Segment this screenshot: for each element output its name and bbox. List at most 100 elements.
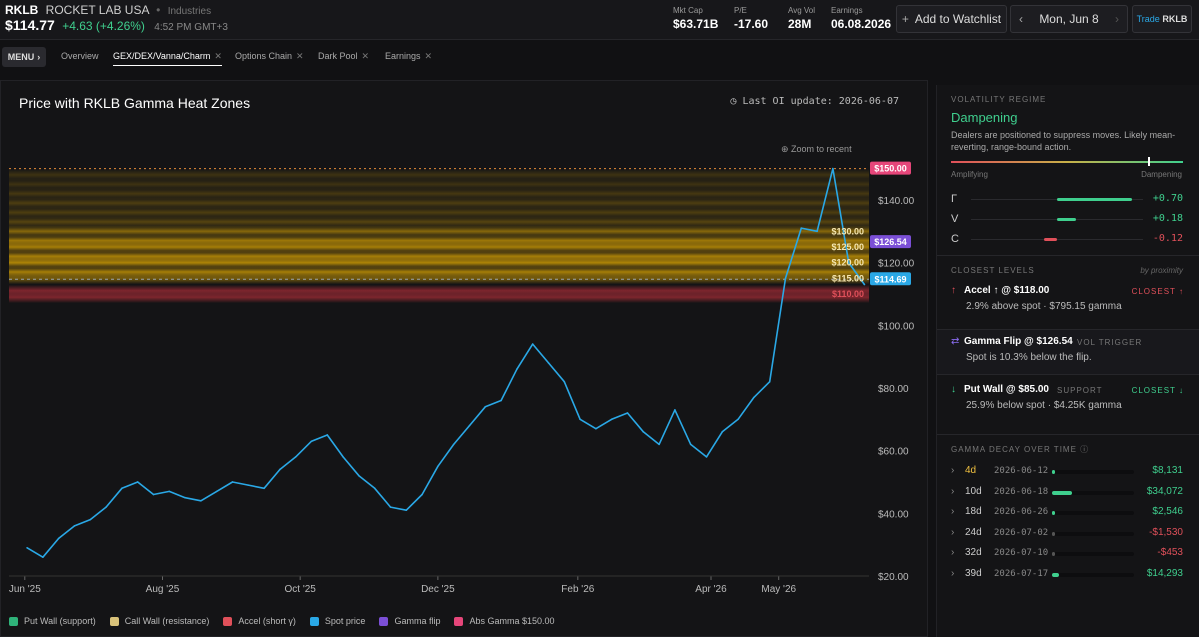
legend-label: Accel (short γ) <box>238 616 296 626</box>
spot-price-point <box>721 431 724 433</box>
decay-track <box>1052 511 1134 515</box>
x-tick-label: Apr '26 <box>695 584 727 595</box>
level-tag-closest: CLOSEST ↓ <box>1131 386 1184 395</box>
close-icon[interactable]: ✕ <box>424 51 433 61</box>
info-icon[interactable]: ⓘ <box>1080 445 1090 454</box>
level-badge <box>870 272 911 286</box>
spot-price-point <box>57 537 60 540</box>
level-label: $120.00 <box>831 258 864 268</box>
decay-value: -$1,530 <box>1149 526 1183 538</box>
decay-days: 4d <box>965 465 977 476</box>
greek-value: -0.12 <box>1152 233 1183 244</box>
level-badge-text: $126.54 <box>874 237 907 247</box>
decay-row[interactable]: › 39d 2026-07-17 $14,293 <box>951 568 1183 582</box>
legend-item[interactable]: Spot price <box>309 616 365 626</box>
gamma-heat-band <box>9 188 869 200</box>
stat-avg-vol: Avg Vol 28M <box>788 6 815 31</box>
spot-price-point <box>168 490 171 493</box>
regime-gauge <box>951 161 1183 163</box>
legend-item[interactable]: Gamma flip <box>379 616 440 626</box>
gamma-chart[interactable]: ⊕ Zoom to recent $130.00 $125.00 $120.00 $11… <box>1 131 927 601</box>
zoom-to-recent-button[interactable]: ⊕ Zoom to recent <box>781 144 852 154</box>
spot-price-point <box>373 487 376 490</box>
level-card[interactable]: ↓ Put Wall @ $85.00 SUPPORT CLOSEST ↓ 25.9% … <box>937 378 1199 424</box>
trade-button[interactable]: Trade RKLB <box>1132 5 1192 33</box>
date-picker[interactable]: ‹ Mon, Jun 8 › <box>1010 5 1128 33</box>
decay-value: $14,293 <box>1146 567 1183 579</box>
decay-value: $2,546 <box>1152 506 1183 517</box>
chevron-right-icon[interactable]: › <box>951 465 955 476</box>
chart-panel: Price with RKLB Gamma Heat Zones ◷ Last … <box>0 80 928 637</box>
decay-value: $34,072 <box>1146 485 1183 497</box>
legend-item[interactable]: Call Wall (resistance) <box>109 616 209 626</box>
tab-bar: MENU › Overview GEX/DEX/Vanna/Charm ✕ Opti… <box>0 44 1199 70</box>
legend-swatch <box>309 616 319 626</box>
close-icon[interactable]: ✕ <box>361 51 370 61</box>
price-change: +4.63 (+4.26%) <box>62 19 145 33</box>
decay-row[interactable]: › 4d 2026-06-12 $8,131 <box>951 465 1183 479</box>
chevron-right-icon[interactable]: › <box>951 567 955 579</box>
decay-bar <box>1052 552 1055 556</box>
spot-price-point <box>800 227 803 229</box>
accel-heat-band <box>9 291 869 303</box>
chevron-left-icon[interactable]: ‹ <box>1019 12 1023 26</box>
spot-price-point <box>310 440 313 443</box>
spot-price-point <box>105 506 107 508</box>
spot-price-point <box>437 465 439 468</box>
arrow-down-icon: ↓ <box>951 384 956 395</box>
spot-price-point <box>626 412 629 414</box>
chevron-right-icon[interactable]: › <box>951 526 955 538</box>
decay-row[interactable]: › 24d 2026-07-02 -$1,530 <box>951 527 1183 541</box>
spot-price-point <box>500 399 502 402</box>
spot-price-point <box>184 496 186 499</box>
chevron-right-icon[interactable]: › <box>951 547 955 558</box>
decay-date: 2026-07-17 <box>994 568 1049 579</box>
tab-earnings[interactable]: Earnings ✕ <box>385 51 433 61</box>
legend-swatch <box>109 616 119 626</box>
chart-title: Price with RKLB Gamma Heat Zones <box>19 95 251 111</box>
tab-dark-pool[interactable]: Dark Pool ✕ <box>318 51 370 61</box>
spot-price-point <box>753 396 755 399</box>
legend-item[interactable]: Put Wall (support) <box>9 616 96 626</box>
greek-bar <box>1057 198 1133 201</box>
add-to-watchlist-button[interactable]: + Add to Watchlist <box>896 5 1007 33</box>
legend-item[interactable]: Accel (short γ) <box>223 616 296 626</box>
level-desc: 25.9% below spot · $4.25K gamma <box>966 400 1122 411</box>
gamma-heat-band <box>9 241 869 253</box>
level-badge <box>870 161 911 175</box>
x-tick-label: Jun '25 <box>9 584 41 595</box>
level-card[interactable]: ↑ Accel ↑ @ $118.00 CLOSEST ↑ 2.9% above sp… <box>937 279 1199 325</box>
decay-row[interactable]: › 10d 2026-06-18 $34,072 <box>951 486 1183 500</box>
decay-date: 2026-06-26 <box>994 507 1049 517</box>
sector-label: Industries <box>167 6 212 17</box>
gamma-heat-band <box>9 250 869 262</box>
level-badge <box>870 235 911 249</box>
chevron-right-icon[interactable]: › <box>1115 12 1119 26</box>
spot-price-point <box>247 484 250 486</box>
chevron-right-icon[interactable]: › <box>951 506 955 517</box>
chevron-right-icon[interactable]: › <box>951 485 955 497</box>
greek-symbol: Γ <box>951 193 958 205</box>
level-tag: VOL TRIGGER <box>1077 338 1143 347</box>
decay-row[interactable]: › 32d 2026-07-10 -$453 <box>951 547 1183 561</box>
greek-value: +0.70 <box>1152 193 1183 204</box>
greek-row: Γ +0.70 <box>951 193 1183 207</box>
menu-button[interactable]: MENU › <box>2 47 46 67</box>
gamma-heat-band <box>9 178 869 190</box>
close-icon[interactable]: ✕ <box>296 51 304 61</box>
spot-price-point <box>152 493 155 496</box>
spot-price-point <box>863 283 866 286</box>
level-label: $130.00 <box>831 226 864 236</box>
legend-item[interactable]: Abs Gamma $150.00 <box>454 616 555 626</box>
close-icon[interactable]: ✕ <box>214 51 222 61</box>
spot-price-point <box>768 380 771 383</box>
spot-price-point <box>26 546 28 549</box>
tab-overview[interactable]: Overview <box>61 51 99 61</box>
level-card[interactable]: ⇄ Gamma Flip @ $126.54 VOL TRIGGER Spot is … <box>937 329 1199 375</box>
gamma-heat-band <box>9 169 869 181</box>
spot-price-point <box>816 230 818 233</box>
tab-options-chain[interactable]: Options Chain ✕ <box>235 51 304 61</box>
tab-gex[interactable]: GEX/DEX/Vanna/Charm ✕ <box>113 51 222 66</box>
decay-row[interactable]: › 18d 2026-06-26 $2,546 <box>951 506 1183 520</box>
level-label: $115.00 <box>832 273 864 283</box>
